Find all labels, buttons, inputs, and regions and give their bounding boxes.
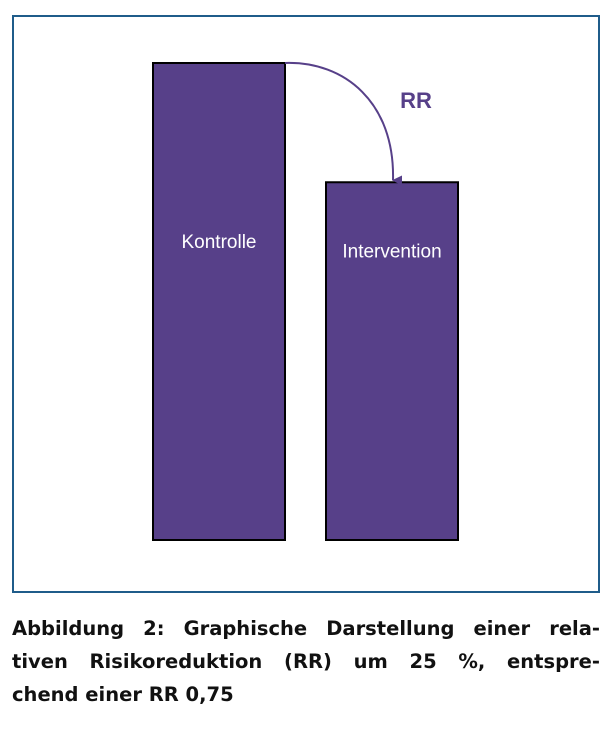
caption-line-3: chend einer RR 0,75 xyxy=(12,683,234,706)
figure-frame: Kontrolle Intervention RR xyxy=(12,15,600,593)
rr-arrow xyxy=(284,61,403,186)
figure-caption: Abbildung 2: Graphische Darstellung eine… xyxy=(12,612,600,711)
bar-chart: Kontrolle Intervention RR xyxy=(152,61,459,541)
bar-intervention xyxy=(325,181,459,541)
bar-label-intervention: Intervention xyxy=(342,241,441,262)
caption-line-2: tiven Risikoreduktion (RR) um 25 %, ents… xyxy=(12,650,600,673)
rr-annotation-label: RR xyxy=(400,88,432,113)
bar-label-kontrolle: Kontrolle xyxy=(182,232,257,253)
caption-line-1: Abbildung 2: Graphische Darstellung eine… xyxy=(12,617,600,640)
bar-kontrolle xyxy=(152,62,286,541)
